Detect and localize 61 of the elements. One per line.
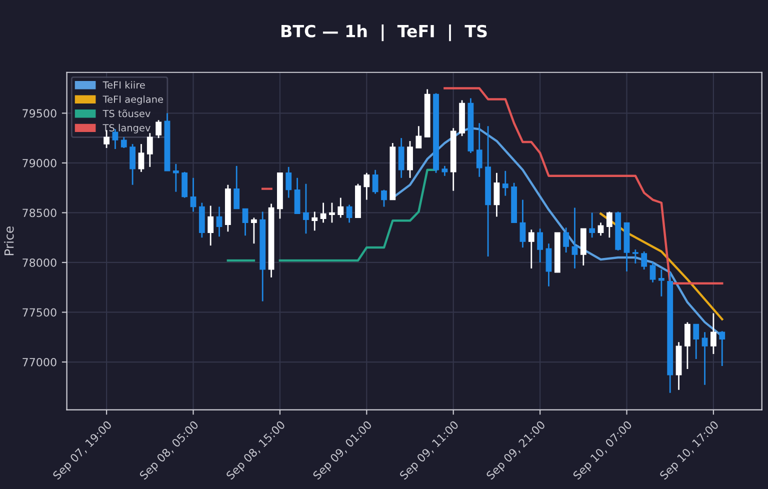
candlestick — [407, 140, 413, 179]
candlestick — [641, 250, 648, 270]
candlestick — [172, 163, 179, 193]
candlestick — [234, 165, 240, 210]
candlestick — [442, 165, 448, 177]
candlestick — [572, 207, 578, 270]
y-tick-label: 79000 — [22, 158, 56, 168]
candlestick — [710, 312, 716, 355]
candlestick — [502, 170, 508, 196]
y-tick-label: 78000 — [22, 258, 56, 267]
y-tick-label: 77500 — [22, 308, 56, 317]
y-tick-label: 77000 — [22, 358, 56, 366]
y-tick-label: 78500 — [22, 208, 56, 218]
candlestick — [208, 205, 214, 246]
candlestick — [598, 222, 604, 236]
candlestick — [138, 143, 144, 173]
candlestick — [606, 211, 612, 238]
y-axis-title: Price — [4, 226, 14, 256]
candlestick — [120, 136, 127, 149]
candlestick — [346, 204, 352, 224]
legend-label: TS tõusev — [102, 109, 150, 118]
candlestick — [476, 122, 482, 178]
candlestick — [364, 172, 370, 200]
candlestick — [329, 202, 335, 224]
legend-label: TS langev — [102, 124, 150, 134]
candlestick — [632, 248, 638, 264]
candlestick — [702, 331, 708, 386]
candlestick — [216, 206, 222, 238]
candlestick — [563, 226, 570, 254]
candlestick — [294, 177, 300, 214]
candlestick — [250, 216, 257, 244]
candlestick — [520, 199, 526, 248]
candlestick — [589, 212, 596, 238]
candlestick — [338, 197, 344, 218]
candlestick — [303, 183, 309, 234]
candlestick — [416, 125, 422, 149]
chart-title: BTC — 1h | TeFI | TS — [282, 24, 487, 42]
candlestick — [546, 242, 552, 288]
candlestick — [528, 228, 534, 270]
candlestick — [693, 323, 700, 360]
candlestick — [372, 169, 378, 194]
candlestick — [312, 211, 318, 232]
candlestick — [320, 202, 326, 224]
candlestick — [242, 208, 248, 236]
candlestick — [537, 228, 543, 264]
candlestick — [156, 119, 162, 139]
candlestick — [684, 322, 690, 370]
candlestick — [658, 268, 664, 298]
candlestick — [190, 177, 196, 212]
y-tick-label: 79500 — [22, 109, 56, 118]
candlestick — [182, 171, 188, 198]
candlestick — [650, 262, 656, 284]
candlestick — [719, 330, 726, 367]
candlestick — [146, 132, 153, 168]
legend-label: TeFI aeglane — [102, 95, 163, 105]
candlestick — [286, 166, 292, 198]
candlestick — [130, 143, 136, 186]
candlestick — [381, 189, 387, 208]
candlestick — [398, 137, 404, 179]
legend-label: TeFI kiire — [102, 81, 145, 89]
candlestick — [494, 172, 500, 218]
